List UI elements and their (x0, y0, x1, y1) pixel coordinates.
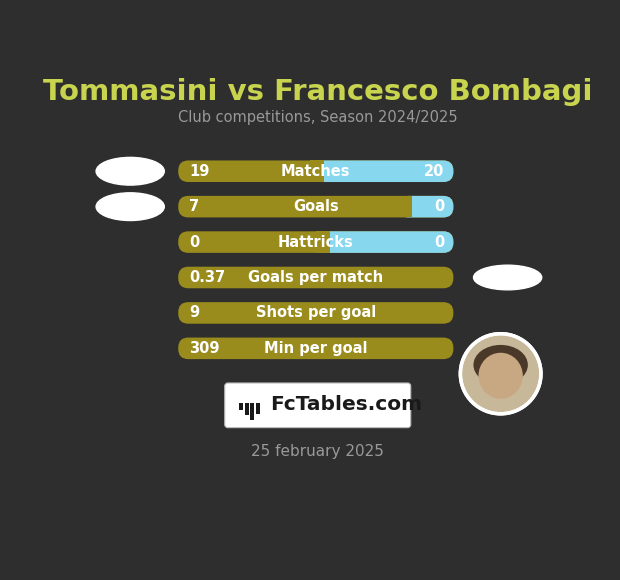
Text: 7: 7 (189, 199, 199, 214)
Text: 0.37: 0.37 (189, 270, 225, 285)
Bar (239, 403, 243, 410)
Text: Tommasini vs Francesco Bombagi: Tommasini vs Francesco Bombagi (43, 78, 593, 106)
FancyBboxPatch shape (316, 231, 453, 253)
Circle shape (460, 334, 541, 414)
Ellipse shape (479, 353, 523, 399)
Text: 0: 0 (434, 199, 444, 214)
FancyBboxPatch shape (179, 231, 453, 253)
Ellipse shape (474, 345, 528, 385)
Bar (399, 196, 412, 218)
Bar (245, 403, 249, 415)
FancyBboxPatch shape (179, 196, 453, 218)
Text: 0: 0 (189, 234, 200, 249)
Text: Goals: Goals (293, 199, 339, 214)
FancyBboxPatch shape (179, 267, 453, 288)
Text: 19: 19 (189, 164, 210, 179)
Text: Shots per goal: Shots per goal (255, 306, 376, 320)
FancyBboxPatch shape (399, 196, 453, 218)
Text: 20: 20 (423, 164, 444, 179)
FancyBboxPatch shape (311, 161, 453, 182)
Bar (255, 403, 260, 414)
Text: Hattricks: Hattricks (278, 234, 353, 249)
FancyBboxPatch shape (179, 302, 453, 324)
FancyBboxPatch shape (179, 338, 453, 359)
Ellipse shape (96, 193, 164, 220)
Ellipse shape (474, 265, 542, 290)
Bar (250, 403, 254, 420)
Text: Matches: Matches (281, 164, 350, 179)
Text: FcTables.com: FcTables.com (270, 395, 422, 414)
Text: 309: 309 (189, 341, 219, 356)
Text: 9: 9 (189, 306, 199, 320)
FancyBboxPatch shape (224, 383, 410, 427)
Text: Goals per match: Goals per match (248, 270, 383, 285)
Text: Min per goal: Min per goal (264, 341, 368, 356)
Bar (311, 161, 324, 182)
FancyBboxPatch shape (179, 161, 453, 182)
Text: 0: 0 (434, 234, 444, 249)
Text: 25 february 2025: 25 february 2025 (251, 444, 384, 459)
Ellipse shape (96, 157, 164, 185)
Bar (316, 231, 330, 253)
Text: Club competitions, Season 2024/2025: Club competitions, Season 2024/2025 (178, 110, 458, 125)
